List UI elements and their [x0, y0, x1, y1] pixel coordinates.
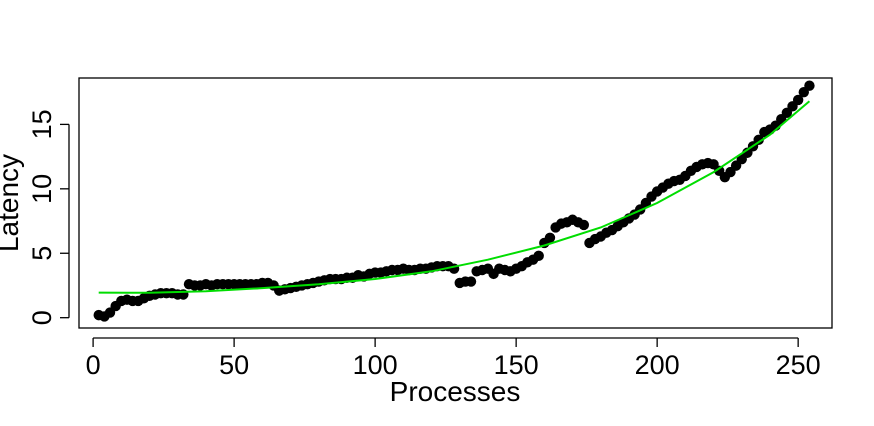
data-point	[578, 219, 590, 231]
data-point	[544, 232, 556, 243]
x-tick-label: 250	[776, 350, 821, 380]
plot-frame	[78, 77, 833, 329]
x-axis: 0 50 100 150 200 250	[86, 337, 821, 380]
data-point	[465, 276, 477, 287]
data-points	[93, 80, 815, 322]
data-point	[533, 250, 544, 262]
x-tick-label: 200	[635, 350, 680, 380]
fit-curve	[98, 100, 811, 294]
x-tick-label: 150	[494, 350, 539, 380]
x-axis-title: Processes	[390, 376, 521, 407]
y-tick-label: 15	[27, 109, 57, 139]
x-tick-label: 0	[86, 350, 101, 380]
x-tick-label: 50	[219, 350, 249, 380]
y-tick-label: 0	[27, 310, 57, 325]
x-tick-label: 100	[353, 350, 398, 380]
data-point	[753, 134, 764, 146]
data-point	[804, 80, 815, 91]
fit-curve-group	[98, 100, 811, 294]
y-axis: 0 5 10 15	[27, 109, 70, 325]
y-tick-label: 10	[27, 174, 57, 204]
y-axis-title: Latency	[0, 154, 24, 252]
data-point	[792, 94, 804, 106]
y-tick-label: 5	[27, 246, 57, 261]
